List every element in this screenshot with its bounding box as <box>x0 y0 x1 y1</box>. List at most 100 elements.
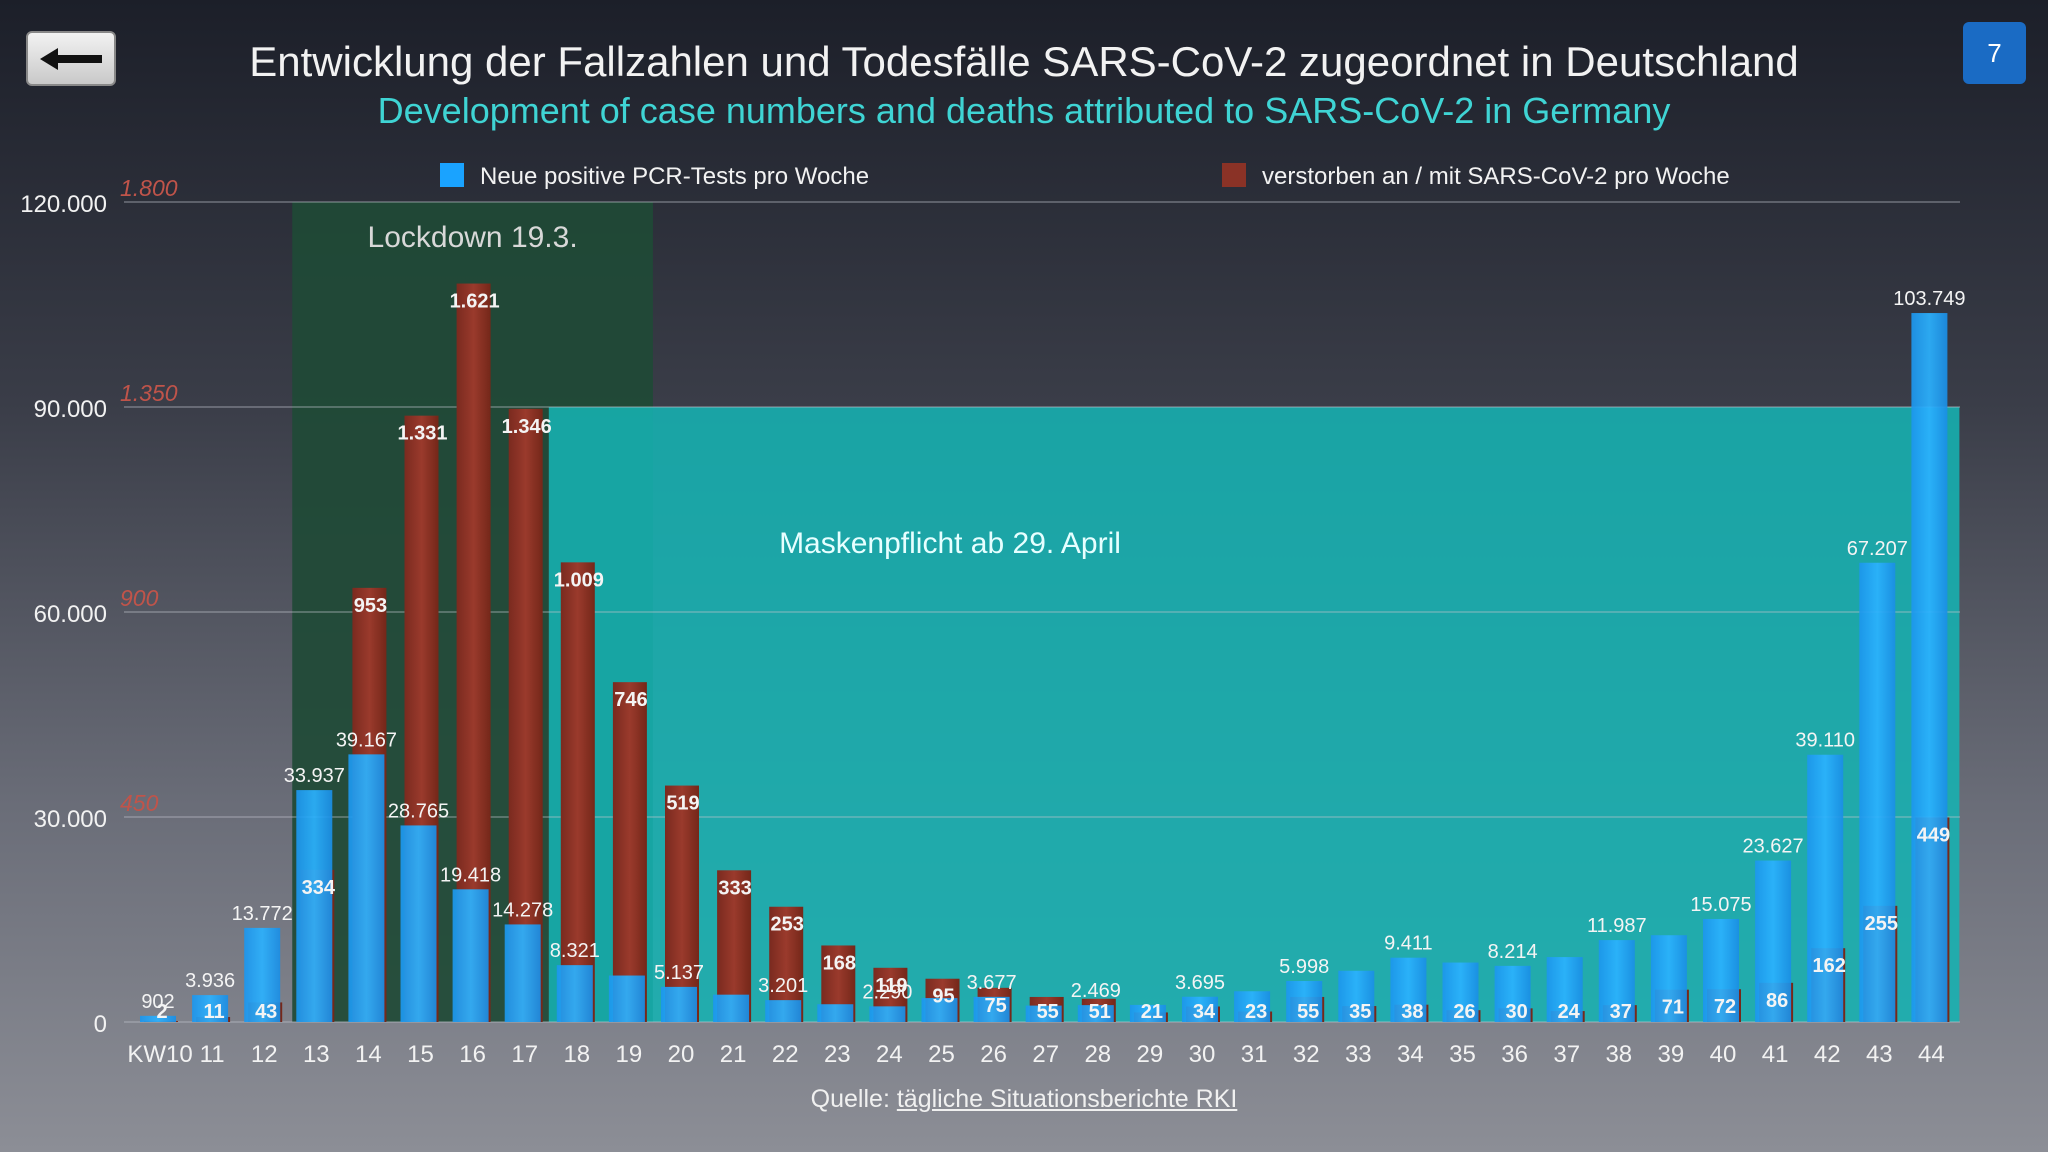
page-number-badge: 7 <box>1963 22 2026 84</box>
x-axis-tick: 33 <box>1345 1041 1372 1068</box>
tests-bar <box>1546 957 1583 1022</box>
tests-value-label: 9.411 <box>1384 933 1433 955</box>
tests-bar <box>140 1015 176 1022</box>
tests-bar <box>244 927 281 1022</box>
deaths-bar <box>665 785 699 1022</box>
tests-bar <box>1025 1005 1062 1022</box>
tests-bar <box>817 1004 854 1022</box>
tests-value-label: 902 <box>141 991 174 1013</box>
maskenpflicht-region <box>548 407 1960 1022</box>
tests-bar <box>1598 940 1635 1022</box>
tests-bar <box>1234 991 1271 1022</box>
deaths-value-label: 24 <box>1558 1001 1581 1023</box>
tests-value-label: 2.290 <box>862 981 912 1003</box>
deaths-value-label: 449 <box>1917 824 1950 846</box>
x-axis-tick: 42 <box>1814 1041 1841 1068</box>
legend-swatch-tests <box>440 163 464 187</box>
x-axis-tick: 34 <box>1397 1041 1424 1068</box>
deaths-value-label: 75 <box>984 995 1006 1017</box>
deaths-value-label: 72 <box>1714 996 1736 1018</box>
tests-value-label: 3.677 <box>967 972 1017 994</box>
x-axis-tick: 14 <box>355 1041 382 1068</box>
tests-value-label: 103.749 <box>1893 288 1965 310</box>
tests-bar <box>1650 935 1687 1022</box>
deaths-value-label: 51 <box>1089 1001 1111 1023</box>
deaths-value-label: 119 <box>875 975 907 997</box>
tests-value-label: 8.321 <box>550 940 600 962</box>
tests-bar <box>1755 860 1792 1022</box>
right-axis-tick: 1.800 <box>120 175 178 201</box>
tests-bar <box>1911 313 1948 1023</box>
tests-bar <box>1129 1004 1166 1022</box>
tests-bar <box>973 996 1010 1022</box>
right-axis-tick: 900 <box>120 585 159 611</box>
tests-value-label: 3.936 <box>185 970 235 992</box>
source-link[interactable]: tägliche Situationsberichte RKI <box>896 1085 1238 1113</box>
x-axis-tick: 18 <box>563 1041 590 1068</box>
deaths-value-label: 162 <box>1813 955 1846 977</box>
deaths-value-label: 168 <box>823 952 856 974</box>
tests-value-label: 23.627 <box>1743 836 1804 858</box>
x-axis-tick: 12 <box>251 1041 278 1068</box>
tests-value-label: 33.937 <box>284 765 345 787</box>
tests-bar <box>1703 918 1739 1022</box>
deaths-bar <box>560 562 595 1022</box>
deaths-value-label: 95 <box>932 986 954 1008</box>
deaths-value-label: 26 <box>1453 1001 1475 1023</box>
x-axis-tick: 28 <box>1084 1041 1111 1068</box>
deaths-value-label: 34 <box>1193 1001 1216 1023</box>
deaths-value-label: 1.331 <box>397 423 447 445</box>
tests-bar <box>1390 957 1427 1022</box>
tests-value-label: 39.167 <box>336 729 397 751</box>
tests-bar <box>452 889 489 1022</box>
tests-bar <box>921 998 958 1022</box>
tests-value-label: 8.214 <box>1488 941 1538 963</box>
legend-swatch-deaths <box>1222 163 1246 187</box>
x-axis-tick: 27 <box>1032 1041 1059 1068</box>
x-axis-tick: 15 <box>407 1041 434 1068</box>
x-axis-tick: 38 <box>1605 1041 1632 1068</box>
tests-value-label: 28.765 <box>388 800 449 822</box>
tests-bar <box>1182 996 1218 1022</box>
tests-bar <box>1077 1005 1114 1022</box>
tests-bar <box>1442 962 1479 1022</box>
deaths-value-label: 35 <box>1349 1001 1371 1023</box>
deaths-value-label: 1.009 <box>554 569 604 591</box>
tests-value-label: 13.772 <box>232 903 293 925</box>
tests-value-label: 14.278 <box>492 899 553 921</box>
deaths-value-label: 953 <box>354 595 387 617</box>
legend-label-tests: Neue positive PCR-Tests pro Woche <box>480 163 869 190</box>
x-axis-tick: 41 <box>1762 1041 1789 1068</box>
lockdown-label: Lockdown 19.3. <box>368 221 578 254</box>
x-axis-tick: 25 <box>928 1041 955 1068</box>
x-axis-tick: 23 <box>824 1041 851 1068</box>
tests-value-label: 15.075 <box>1690 894 1751 916</box>
tests-value-label: 67.207 <box>1847 538 1908 560</box>
deaths-value-label: 55 <box>1297 1001 1319 1023</box>
x-axis-tick: 24 <box>876 1041 903 1068</box>
x-axis-tick: 30 <box>1189 1041 1216 1068</box>
tests-bar <box>1859 562 1896 1022</box>
deaths-bar <box>612 682 647 1022</box>
left-axis-tick: 90.000 <box>34 396 107 423</box>
tests-bar <box>400 825 437 1022</box>
x-axis-tick: 11 <box>200 1041 225 1068</box>
deaths-value-label: 519 <box>666 793 699 815</box>
deaths-value-label: 37 <box>1610 1001 1632 1023</box>
x-axis-tick: 39 <box>1658 1041 1685 1068</box>
tests-bar <box>713 994 750 1022</box>
deaths-value-label: 1.346 <box>502 416 552 438</box>
legend-label-deaths: verstorben an / mit SARS-CoV-2 pro Woche <box>1262 163 1730 190</box>
tests-bar <box>869 1006 906 1022</box>
tests-bar <box>556 965 593 1022</box>
tests-bar <box>608 975 645 1022</box>
x-axis-tick: 16 <box>459 1041 486 1068</box>
x-axis-tick: 13 <box>303 1041 330 1068</box>
x-axis-tick: 35 <box>1449 1041 1476 1068</box>
back-button[interactable] <box>26 31 116 86</box>
x-axis-tick: 36 <box>1501 1041 1528 1068</box>
right-axis-tick: 450 <box>120 790 159 816</box>
arrow-left-icon <box>40 47 102 70</box>
deaths-value-label: 1.621 <box>450 291 500 313</box>
